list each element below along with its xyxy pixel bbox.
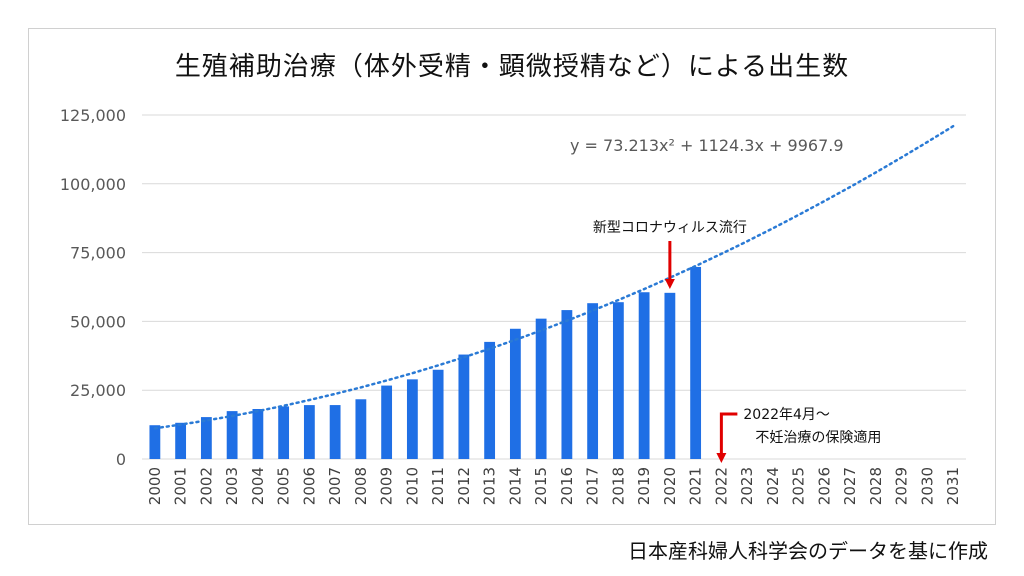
grid-lines — [142, 114, 966, 460]
y-axis-ticks: 0 25,000 50,000 75,000 100,000 125,000 — [60, 106, 126, 469]
bar-2015 — [535, 318, 547, 459]
y-tick-label: 50,000 — [70, 312, 126, 331]
trendline — [153, 124, 955, 430]
bar-2009 — [381, 385, 393, 459]
x-tick-label: 2008 — [352, 467, 370, 505]
bar-2011 — [432, 369, 444, 459]
x-tick-label: 2012 — [455, 467, 473, 505]
bar-2016 — [561, 310, 573, 459]
bar-2017 — [587, 303, 599, 459]
x-tick-label: 2021 — [687, 467, 705, 505]
annotation-arrow-insurance — [719, 412, 738, 454]
bar-2010 — [406, 379, 418, 459]
x-tick-label: 2014 — [506, 467, 524, 505]
bar-2006 — [303, 405, 315, 459]
x-tick-label: 2015 — [532, 467, 550, 505]
bar-2008 — [355, 399, 367, 459]
x-tick-label: 2022 — [712, 467, 730, 505]
x-tick-label: 2011 — [429, 467, 447, 505]
bar-2000 — [149, 425, 161, 459]
annotation-insurance-line1: 2022年4月～ — [743, 407, 830, 423]
bar-2020 — [664, 292, 676, 459]
y-tick-label: 0 — [116, 450, 126, 469]
y-tick-label: 100,000 — [60, 175, 126, 194]
bar-2018 — [612, 302, 624, 459]
bar-2013 — [484, 341, 496, 459]
bar-2014 — [509, 328, 521, 459]
x-tick-label: 2030 — [918, 467, 936, 505]
x-tick-label: 2031 — [944, 467, 962, 505]
x-axis-ticks: 2000 2001 2002 2003 2004 2005 2006 2007 2008 2009… — [146, 467, 962, 505]
bar-2001 — [175, 422, 187, 459]
source-note: 日本産科婦人科学会のデータを基に作成 — [628, 539, 988, 563]
x-tick-label: 2016 — [558, 467, 576, 505]
bar-2002 — [200, 417, 212, 459]
trendline-equation: y = 73.213x² + 1124.3x + 9967.9 — [570, 136, 844, 155]
x-tick-label: 2013 — [481, 467, 499, 505]
x-tick-label: 2020 — [661, 467, 679, 505]
bar-2019 — [638, 292, 650, 459]
x-tick-label: 2003 — [223, 467, 241, 505]
x-tick-label: 2018 — [609, 467, 627, 505]
bar-2005 — [278, 406, 290, 459]
y-tick-label: 125,000 — [60, 106, 126, 125]
x-tick-label: 2028 — [867, 467, 885, 505]
x-tick-label: 2029 — [893, 467, 911, 505]
bar-2007 — [329, 405, 341, 459]
annotation-insurance-line2: 不妊治療の保険適用 — [755, 429, 881, 446]
x-tick-label: 2004 — [249, 467, 267, 505]
x-tick-label: 2027 — [841, 467, 859, 505]
arrow-head-icon — [716, 453, 727, 463]
bar-2004 — [252, 409, 264, 459]
bar-2021 — [690, 266, 702, 459]
x-tick-label: 2026 — [815, 467, 833, 505]
x-tick-label: 2006 — [300, 467, 318, 505]
annotations: 新型コロナウィルス流行 2022年4月～ 不妊治療の保険適用 — [593, 220, 881, 463]
y-tick-label: 25,000 — [70, 381, 126, 400]
x-tick-label: 2017 — [584, 467, 602, 505]
x-tick-label: 2007 — [326, 467, 344, 505]
bar-2012 — [458, 354, 470, 459]
bar-2003 — [226, 411, 238, 459]
chart-title: 生殖補助治療（体外受精・顕微授精など）による出生数 — [174, 52, 850, 82]
x-tick-label: 2019 — [635, 467, 653, 505]
x-tick-label: 2009 — [378, 467, 396, 505]
x-tick-label: 2025 — [790, 467, 808, 505]
x-tick-label: 2023 — [738, 467, 756, 505]
x-tick-label: 2002 — [197, 467, 215, 505]
x-tick-label: 2010 — [403, 467, 421, 505]
y-tick-label: 75,000 — [70, 244, 126, 263]
annotation-covid: 新型コロナウィルス流行 — [593, 220, 747, 236]
x-tick-label: 2001 — [172, 467, 190, 505]
x-tick-label: 2024 — [764, 467, 782, 505]
x-tick-label: 2005 — [275, 467, 293, 505]
bars — [149, 266, 702, 459]
arrow-head-icon — [664, 279, 675, 289]
x-tick-label: 2000 — [146, 467, 164, 505]
